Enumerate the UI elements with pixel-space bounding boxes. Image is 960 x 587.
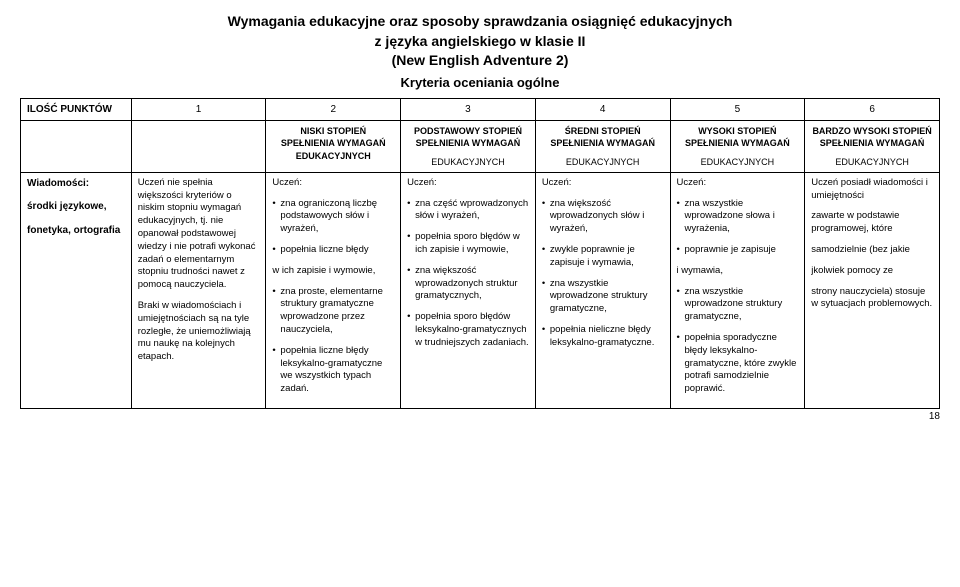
c1-p1: Uczeń nie spełnia większości kryteriów o… [138,177,260,292]
c2-b4: •popełnia liczne błędy leksykalno-gramat… [272,345,394,396]
title-line3: (New English Adventure 2) [392,52,569,68]
level-2-sub: EDUKACYJNYCH [407,156,529,168]
cell-5: Uczeń: •zna wszystkie wprowadzone słowa … [670,172,805,408]
row-label-2: środki językowe, [27,201,106,212]
c5-lead: Uczeń: [677,177,799,190]
cell-4: Uczeń: •zna większość wprowadzonych słów… [535,172,670,408]
cell-1: Uczeń nie spełnia większości kryteriów o… [131,172,266,408]
level-4-sub: EDUKACYJNYCH [677,156,799,168]
col-5: 5 [670,98,805,121]
cell-3: Uczeń: •zna część wprowadzonych słów i w… [401,172,536,408]
level-5-sub: EDUKACYJNYCH [811,156,933,168]
c5-b3: •zna wszystkie wprowadzone struktury gra… [677,286,799,324]
row-label-3: fonetyka, ortografia [27,225,120,236]
col-1: 1 [131,98,266,121]
col-6: 6 [805,98,940,121]
c3-b1: •zna część wprowadzonych słów i wyrażeń, [407,198,529,224]
col-4: 4 [535,98,670,121]
c3-b2: •popełnia sporo błędów w ich zapisie i w… [407,231,529,257]
level-2-main: PODSTAWOWY STOPIEŃ SPEŁNIENIA WYMAGAŃ [407,125,529,149]
c1-p2: Braki w wiadomościach i umiejętnościach … [138,300,260,364]
c2-b2: •popełnia liczne błędy [272,244,394,257]
c5-b2: •poprawnie je zapisuje [677,244,799,257]
c4-lead: Uczeń: [542,177,664,190]
cell-6: Uczeń posiadł wiadomości i umiejętności … [805,172,940,408]
c2-lead: Uczeń: [272,177,394,190]
c5-b4: •popełnia sporadyczne błędy leksykalno-g… [677,332,799,396]
level-2: PODSTAWOWY STOPIEŃ SPEŁNIENIA WYMAGAŃ EDU… [401,121,536,172]
row-label-bold: Wiadomości: [27,178,89,189]
header-row-levels: NISKI STOPIEŃ SPEŁNIENIA WYMAGAŃ EDUKACY… [21,121,940,172]
level-5-main: BARDZO WYSOKI STOPIEŃ SPEŁNIENIA WYMAGAŃ [811,125,933,149]
c2-p1: w ich zapisie i wymowie, [272,265,394,278]
level-1: NISKI STOPIEŃ SPEŁNIENIA WYMAGAŃ EDUKACY… [266,121,401,172]
level-3-sub: EDUKACYJNYCH [542,156,664,168]
c4-b1: •zna większość wprowadzonych słów i wyra… [542,198,664,236]
title-line2: z języka angielskiego w klasie II [375,33,586,49]
c5-p1: i wymawia, [677,265,799,278]
header-row-numbers: ILOŚĆ PUNKTÓW 1 2 3 4 5 6 [21,98,940,121]
doc-title: Wymagania edukacyjne oraz sposoby sprawd… [20,12,940,71]
c6-p3: samodzielnie (bez jakie [811,244,933,257]
level-5: BARDZO WYSOKI STOPIEŃ SPEŁNIENIA WYMAGAŃ… [805,121,940,172]
c5-b1: •zna wszystkie wprowadzone słowa i wyraż… [677,198,799,236]
level-4: WYSOKI STOPIEŃ SPEŁNIENIA WYMAGAŃ EDUKACY… [670,121,805,172]
c2-b1: •zna ograniczoną liczbę podstawowych słó… [272,198,394,236]
c6-p2: zawarte w podstawie programowej, które [811,210,933,236]
c2-b3: •zna proste, elementarne struktury grama… [272,286,394,337]
empty-cell [21,121,132,172]
c4-b3: •zna wszystkie wprowadzone struktury gra… [542,278,664,316]
header-row-label: ILOŚĆ PUNKTÓW [21,98,132,121]
level-3: ŚREDNI STOPIEŃ SPEŁNIENIA WYMAGAŃ EDUKACY… [535,121,670,172]
title-line1: Wymagania edukacyjne oraz sposoby sprawd… [228,13,733,29]
c3-b4: •popełnia sporo błędów leksykalno-gramat… [407,311,529,349]
level-3-main: ŚREDNI STOPIEŃ SPEŁNIENIA WYMAGAŃ [542,125,664,149]
empty-pad [131,121,266,172]
row-label: Wiadomości: środki językowe, fonetyka, o… [21,172,132,408]
c3-b3: •zna większość wprowadzonych struktur gr… [407,265,529,303]
col-2: 2 [266,98,401,121]
c6-p5: strony nauczyciela) stosuje w sytuacjach… [811,286,933,312]
c6-p1: Uczeń posiadł wiadomości i umiejętności [811,177,933,203]
c4-b4: •popełnia nieliczne błędy leksykalno-gra… [542,324,664,350]
page-number: 18 [20,411,940,422]
cell-2: Uczeń: •zna ograniczoną liczbę podstawow… [266,172,401,408]
level-1-main: NISKI STOPIEŃ SPEŁNIENIA WYMAGAŃ EDUKACY… [272,125,394,161]
table-row: Wiadomości: środki językowe, fonetyka, o… [21,172,940,408]
c4-b2: •zwykle poprawnie je zapisuje i wymawia, [542,244,664,270]
criteria-table: ILOŚĆ PUNKTÓW 1 2 3 4 5 6 NISKI STOPIEŃ … [20,98,940,409]
c6-p4: jkolwiek pomocy ze [811,265,933,278]
c3-lead: Uczeń: [407,177,529,190]
level-4-main: WYSOKI STOPIEŃ SPEŁNIENIA WYMAGAŃ [677,125,799,149]
col-3: 3 [401,98,536,121]
doc-subtitle: Kryteria oceniania ogólne [20,75,940,90]
